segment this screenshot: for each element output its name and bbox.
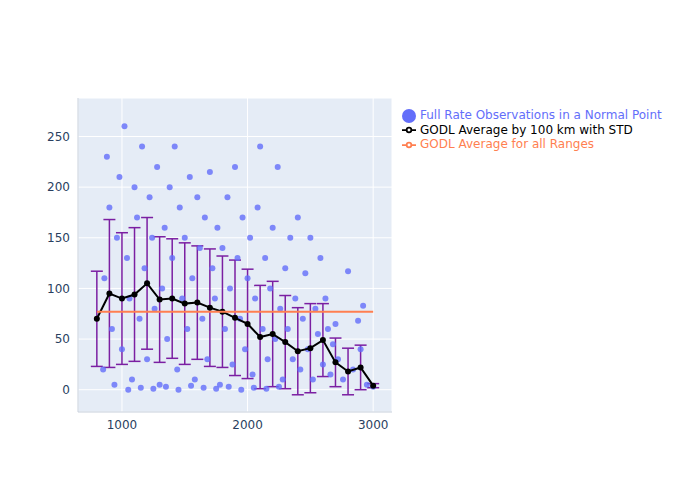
svg-text:1000: 1000: [107, 418, 138, 432]
html-text:GODL Average for all Ranges: GODL Average for all Ranges: [420, 137, 594, 151]
html-text:Full Rate Observations in a No: Full Rate Observations in a Normal Point: [420, 108, 662, 122]
svg-text:250: 250: [47, 130, 70, 144]
svg-text:200: 200: [47, 180, 70, 194]
svg-text:2000: 2000: [232, 418, 263, 432]
svg-text:150: 150: [47, 231, 70, 245]
svg-text:100: 100: [47, 282, 70, 296]
svg-text:50: 50: [55, 332, 70, 346]
html-text:GODL Average by 100 km with ST: GODL Average by 100 km with STD: [420, 122, 633, 137]
svg-text:3000: 3000: [358, 418, 389, 432]
svg-text:0: 0: [62, 383, 70, 397]
